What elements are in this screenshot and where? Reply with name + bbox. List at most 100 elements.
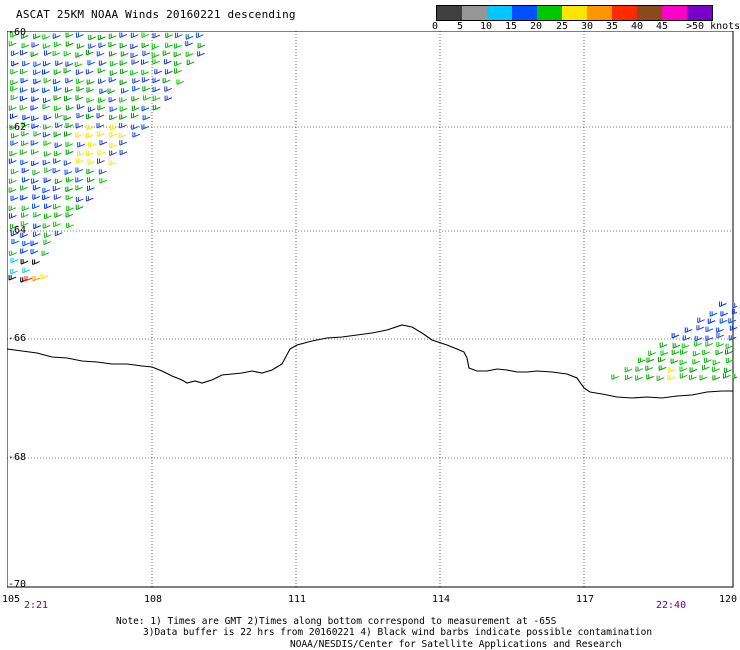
wind-barb: [185, 41, 193, 47]
wind-barb: [65, 41, 74, 47]
wind-barb: [86, 150, 94, 157]
wind-barb: [76, 43, 85, 50]
wind-barb: [670, 358, 679, 365]
wind-barb: [53, 95, 62, 101]
wind-barb: [76, 78, 84, 85]
colorbar-label: 0: [432, 21, 439, 32]
wind-barb: [119, 114, 127, 120]
wind-barb: [720, 311, 729, 317]
wind-barb: [152, 105, 161, 111]
wind-barb: [32, 231, 41, 238]
wind-barb: [20, 50, 28, 56]
wind-barb: [77, 142, 85, 148]
wind-barb: [30, 249, 39, 255]
wind-barb: [55, 122, 63, 129]
wind-barb: [624, 374, 633, 381]
wind-barb: [151, 52, 160, 59]
wind-barb: [152, 33, 161, 39]
wind-barb: [671, 349, 680, 356]
wind-barb: [98, 42, 107, 49]
wind-barb: [86, 168, 95, 175]
wind-barb: [63, 68, 72, 74]
wind-barb: [86, 87, 95, 93]
wind-barb: [31, 123, 40, 129]
wind-barb: [42, 132, 51, 138]
wind-barb: [40, 274, 49, 280]
wind-barb: [731, 309, 737, 315]
wind-barb: [66, 222, 74, 229]
wind-barb: [152, 77, 161, 84]
wind-barb: [131, 124, 139, 130]
wind-barb: [20, 33, 29, 39]
wind-barb: [19, 95, 28, 102]
wind-barb: [197, 43, 206, 49]
wind-barb: [43, 239, 52, 246]
wind-barb: [130, 43, 138, 50]
wind-barb: [96, 113, 105, 119]
wind-barb: [719, 318, 728, 324]
wind-barb: [20, 69, 28, 75]
wind-barb: [52, 185, 61, 192]
wind-barb: [85, 69, 94, 75]
wind-barb: [19, 149, 28, 156]
wind-barb: [63, 115, 72, 121]
antarctic-coastline: [7, 324, 733, 399]
wind-barb: [20, 195, 28, 201]
wind-barb: [96, 51, 105, 57]
wind-barb: [672, 343, 681, 349]
wind-barb: [63, 131, 72, 137]
wind-barb: [716, 327, 724, 333]
wind-barb: [98, 97, 106, 104]
wind-barb: [75, 52, 84, 58]
wind-barb: [43, 177, 52, 184]
wind-barb: [65, 177, 74, 183]
colorbar-swatch: [437, 6, 462, 20]
wind-barb: [99, 178, 108, 184]
colorbar-label: 5: [457, 21, 464, 32]
wind-barb: [65, 32, 74, 38]
wind-barb: [8, 205, 17, 212]
wind-barb: [624, 367, 633, 373]
wind-barb: [197, 51, 205, 57]
wind-barb: [699, 375, 708, 381]
wind-barb: [154, 69, 163, 75]
wind-barb: [132, 86, 140, 92]
wind-barb: [142, 86, 151, 92]
wind-barb: [64, 87, 73, 93]
colorbar-swatch: [612, 6, 637, 20]
wind-barb: [30, 105, 39, 111]
wind-barb: [75, 132, 84, 138]
wind-barb: [696, 325, 705, 331]
wind-barb: [97, 68, 106, 74]
wind-barb: [8, 158, 17, 164]
wind-barb: [9, 250, 17, 257]
wind-barb: [75, 177, 83, 183]
wind-barb: [20, 232, 28, 239]
wind-barb: [10, 268, 18, 275]
wind-barb: [42, 223, 51, 229]
wind-barb: [162, 50, 171, 57]
wind-barb: [41, 250, 50, 257]
wind-barb: [21, 177, 30, 183]
wind-barb: [53, 221, 61, 228]
wind-barb: [65, 194, 74, 201]
wind-barb: [195, 32, 204, 39]
pass-time-right: 22:40: [656, 600, 687, 611]
wind-barb: [119, 43, 128, 49]
wind-barb: [635, 366, 644, 372]
wind-barb: [719, 301, 727, 307]
wind-barb: [692, 359, 700, 365]
wind-barb: [32, 185, 41, 191]
wind-barb: [76, 151, 85, 157]
wind-barb: [31, 87, 39, 94]
wind-barb: [98, 78, 106, 85]
wind-barb: [63, 95, 72, 102]
wind-barb: [22, 61, 30, 67]
wind-barb: [96, 122, 105, 129]
wind-barb: [65, 212, 74, 218]
wind-barb: [20, 159, 29, 166]
wind-barb: [53, 131, 62, 138]
wind-barbs: [8, 32, 737, 382]
colorbar-swatch: [687, 6, 712, 20]
wind-barb: [43, 114, 52, 121]
